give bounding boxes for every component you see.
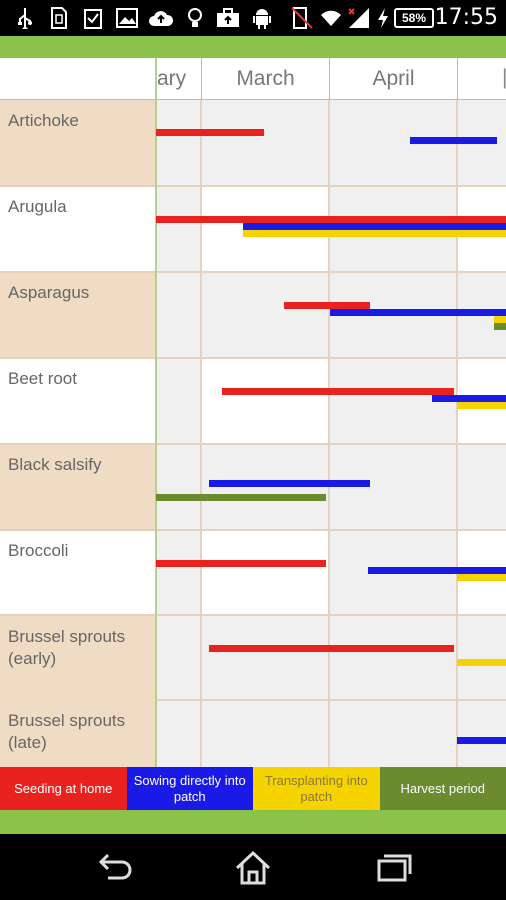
bar-asparagus-harvest [494,323,506,330]
bar-broccoli-transplanting [457,574,506,581]
label-column-border [155,58,157,767]
grid-cell [156,700,200,767]
month-march: March [201,58,329,100]
grid-cell [201,100,328,186]
row-separator [0,443,506,445]
bar-asparagus-sowing [330,309,506,316]
recent-apps-button[interactable] [372,848,416,888]
recent-apps-icon [377,854,412,882]
bulb-icon [185,7,205,29]
grid-cell [156,100,200,186]
row-label-asparagus[interactable]: Asparagus [0,272,156,358]
bar-asparagus-transplanting [494,316,506,323]
clipboard-check-icon [82,7,104,29]
legend-seeding: Seeding at home [0,767,127,810]
grid-cell [156,444,200,530]
grid-cell [156,358,200,444]
row-label-brussel-sprouts-early[interactable]: Brussel sprouts (early) [0,616,156,700]
row-label-brussel-sprouts-late[interactable]: Brussel sprouts (late) [0,700,156,767]
bar-beet-root-transplanting [457,402,506,409]
header-corner [0,58,156,100]
bar-brussel-sprouts-late-sowing [457,737,506,744]
battery-indicator: 58% [394,8,434,28]
signal-icon [346,7,372,29]
row-separator [0,614,506,616]
grid-cell [156,530,200,615]
navigation-bar [0,834,506,900]
grid-cell [201,358,328,444]
top-band [0,36,506,58]
bar-beet-root-seeding [222,388,454,395]
grid-cell [201,616,328,700]
bar-black-salsify-harvest [156,494,326,501]
sim-icon [48,7,70,29]
grid-cell [201,444,328,530]
clock: 17:55 [434,5,498,30]
row-label-arugula[interactable]: Arugula [0,186,156,272]
month-divider [328,100,330,767]
bar-arugula-sowing [243,223,506,230]
briefcase-upload-icon [215,7,241,29]
bar-artichoke-sowing [410,137,497,144]
grid-cell [457,700,506,767]
grid-cell [156,616,200,700]
grid-cell [329,700,456,767]
back-icon [98,853,132,880]
bar-brussel-sprouts-early-transplanting [457,659,506,666]
bottom-band [0,810,506,834]
grid-cell [156,186,200,272]
legend: Seeding at home Sowing directly into pat… [0,767,506,810]
charging-icon [375,7,391,29]
grid-cell [201,700,328,767]
grid-cell [457,444,506,530]
row-label-black-salsify[interactable]: Black salsify [0,444,156,530]
wifi-icon [318,7,344,29]
grid-cell [156,272,200,358]
bar-artichoke-seeding [156,129,264,136]
row-separator [0,529,506,531]
row-label-beet-root[interactable]: Beet root [0,358,156,444]
month-divider [200,100,202,767]
row-label-artichoke[interactable]: Artichoke [0,100,156,186]
row-label-broccoli[interactable]: Broccoli [0,530,156,616]
row-separator [0,271,506,273]
bar-asparagus-seeding [284,302,370,309]
legend-transplanting: Transplanting into patch [253,767,380,810]
bar-broccoli-sowing [368,567,506,574]
cloud-upload-icon [147,7,175,29]
grid-cell [201,530,328,615]
row-separator [0,357,506,359]
bar-arugula-seeding [156,216,506,223]
grid-cell [457,616,506,700]
month-may-edge-icon: | [502,66,506,90]
bar-beet-root-sowing [432,395,506,402]
back-button[interactable] [92,848,136,888]
row-separator [0,185,506,187]
row-separator [156,699,506,701]
grid-cell [329,444,456,530]
month-divider [456,100,458,767]
home-button[interactable] [231,848,275,888]
bar-broccoli-seeding [156,560,326,567]
grid-cell [329,616,456,700]
vibrate-off-icon [290,7,314,29]
status-bar: 58% 17:55 [0,0,506,36]
bar-arugula-transplanting [243,230,506,237]
image-icon [115,7,139,29]
home-icon [235,850,271,885]
bar-brussel-sprouts-early-seeding [209,645,454,652]
bar-black-salsify-sowing [209,480,370,487]
grid-cell [201,272,328,358]
android-icon [251,7,273,29]
usb-icon [14,7,36,29]
month-may: | [457,58,506,100]
legend-harvest: Harvest period [379,767,506,810]
month-february: ary [156,58,201,100]
month-april: April [329,58,457,100]
legend-sowing: Sowing directly into patch [126,767,253,810]
